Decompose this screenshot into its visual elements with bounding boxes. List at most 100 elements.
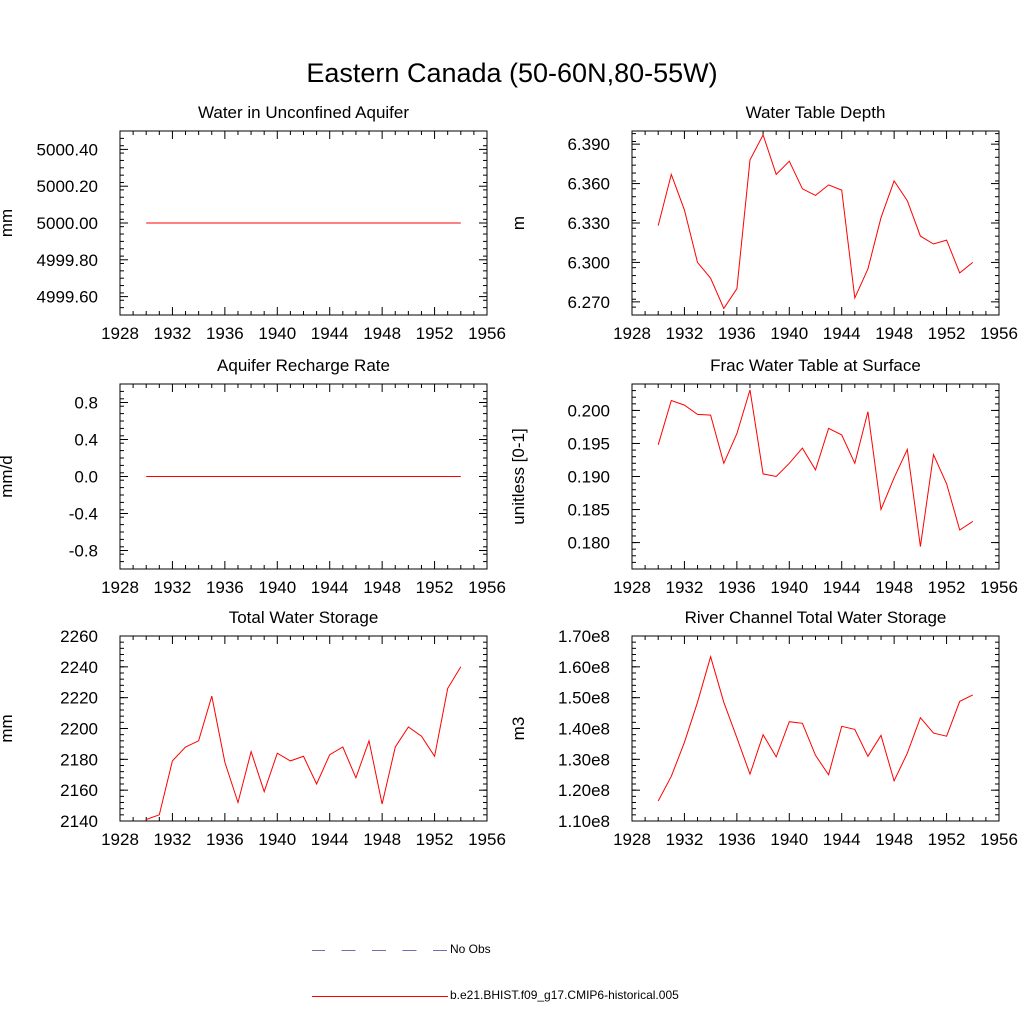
y-axis-label: unitless [0-1] [509,428,528,524]
y-tick-label: 0.4 [74,431,98,450]
y-tick-label: -0.4 [69,505,98,524]
y-tick-label: 4999.80 [37,251,98,270]
x-tick-label: 1936 [718,830,756,849]
x-tick-label: 1944 [823,324,861,343]
y-tick-label: 5000.20 [37,177,98,196]
x-tick-label: 1928 [101,830,139,849]
x-tick-label: 1956 [468,324,506,343]
x-tick-label: 1944 [311,578,349,597]
y-tick-label: 0.190 [567,468,610,487]
y-tick-label: 1.50e8 [558,689,610,708]
y-tick-label: 2220 [60,689,98,708]
y-tick-label: 6.330 [567,214,610,233]
x-tick-label: 1944 [823,578,861,597]
x-tick-label: 1956 [980,324,1018,343]
x-tick-label: 1936 [206,830,244,849]
y-axis-label: m3 [509,717,528,741]
y-axis-label: mm [0,714,16,742]
x-tick-label: 1932 [666,578,704,597]
legend-swatch-model [312,996,448,997]
x-tick-label: 1952 [416,324,454,343]
x-tick-label: 1948 [875,578,913,597]
x-tick-label: 1936 [718,324,756,343]
panel-3: Aquifer Recharge Rate mm/d 1928 1932 1936 194… [0,356,506,597]
y-tick-label: 2180 [60,750,98,769]
x-tick-label: 1952 [928,830,966,849]
panel-5: Total Water Storage mm 1928 1932 1936 1940 194… [0,608,506,849]
y-tick-label: 1.40e8 [558,720,610,739]
y-tick-label: 2260 [60,627,98,646]
y-tick-label: 1.30e8 [558,750,610,769]
x-tick-label: 1956 [980,578,1018,597]
x-tick-label: 1948 [363,830,401,849]
panel-2: Water Table Depth m 1928 1932 1936 1940 1944 19… [509,103,1018,343]
y-tick-label: 1.70e8 [558,627,610,646]
y-tick-label: 5000.00 [37,214,98,233]
series-line [146,666,462,820]
x-tick-label: 1952 [928,324,966,343]
panel-title: Water in Unconfined Aquifer [198,103,409,122]
panel-title: Water Table Depth [746,103,886,122]
plot-frame [631,130,1000,316]
y-tick-label: 0.200 [567,401,610,420]
figure-title: Eastern Canada (50-60N,80-55W) [306,58,717,88]
x-tick-label: 1932 [154,830,192,849]
panel-title: Total Water Storage [229,608,379,627]
x-tick-label: 1948 [875,324,913,343]
x-tick-label: 1932 [154,578,192,597]
series-line [657,654,974,802]
x-tick-label: 1948 [363,578,401,597]
series-line [657,133,974,310]
y-tick-label: 6.270 [567,293,610,312]
y-tick-label: 0.8 [74,394,98,413]
x-tick-label: 1940 [770,324,808,343]
y-tick-label: -0.8 [69,542,98,561]
y-axis-label: m [509,216,528,230]
x-tick-label: 1948 [875,830,913,849]
y-tick-label: 1.10e8 [558,812,610,831]
y-tick-label: 6.300 [567,253,610,272]
x-tick-label: 1944 [311,830,349,849]
panel-title: Aquifer Recharge Rate [217,356,390,375]
series-line [657,389,974,547]
y-tick-label: 0.180 [567,534,610,553]
x-tick-label: 1944 [311,324,349,343]
x-tick-label: 1936 [718,578,756,597]
x-tick-label: 1936 [206,324,244,343]
x-tick-label: 1940 [258,578,296,597]
x-tick-label: 1928 [613,830,651,849]
x-tick-label: 1940 [258,830,296,849]
x-tick-label: 1936 [206,578,244,597]
y-tick-label: 1.20e8 [558,781,610,800]
y-tick-label: 1.60e8 [558,658,610,677]
x-tick-label: 1940 [770,578,808,597]
x-tick-label: 1952 [416,578,454,597]
x-tick-label: 1940 [258,324,296,343]
x-tick-label: 1940 [770,830,808,849]
x-tick-label: 1932 [666,324,704,343]
x-tick-label: 1928 [613,324,651,343]
x-tick-label: 1952 [928,578,966,597]
panel-4: Frac Water Table at Surface unitless [0-1… [509,356,1018,597]
y-tick-label: 6.390 [567,135,610,154]
y-tick-label: 0.195 [567,434,610,453]
x-tick-label: 1956 [468,830,506,849]
panel-1: Water in Unconfined Aquifer mm 1928 1932 193… [0,103,506,343]
panels: Water in Unconfined Aquifer mm 1928 1932 193… [0,103,1018,849]
x-tick-label: 1932 [154,324,192,343]
x-tick-label: 1944 [823,830,861,849]
x-tick-label: 1928 [101,578,139,597]
y-tick-label: 0.185 [567,501,610,520]
legend-swatch-obs [312,950,448,951]
y-tick-label: 5000.40 [37,140,98,159]
panel-title: River Channel Total Water Storage [685,608,947,627]
y-tick-label: 2140 [60,812,98,831]
x-tick-label: 1956 [468,578,506,597]
y-tick-label: 2200 [60,720,98,739]
x-tick-label: 1952 [416,830,454,849]
y-tick-label: 2160 [60,781,98,800]
y-tick-label: 0.0 [74,468,98,487]
plot-frame [119,635,488,822]
